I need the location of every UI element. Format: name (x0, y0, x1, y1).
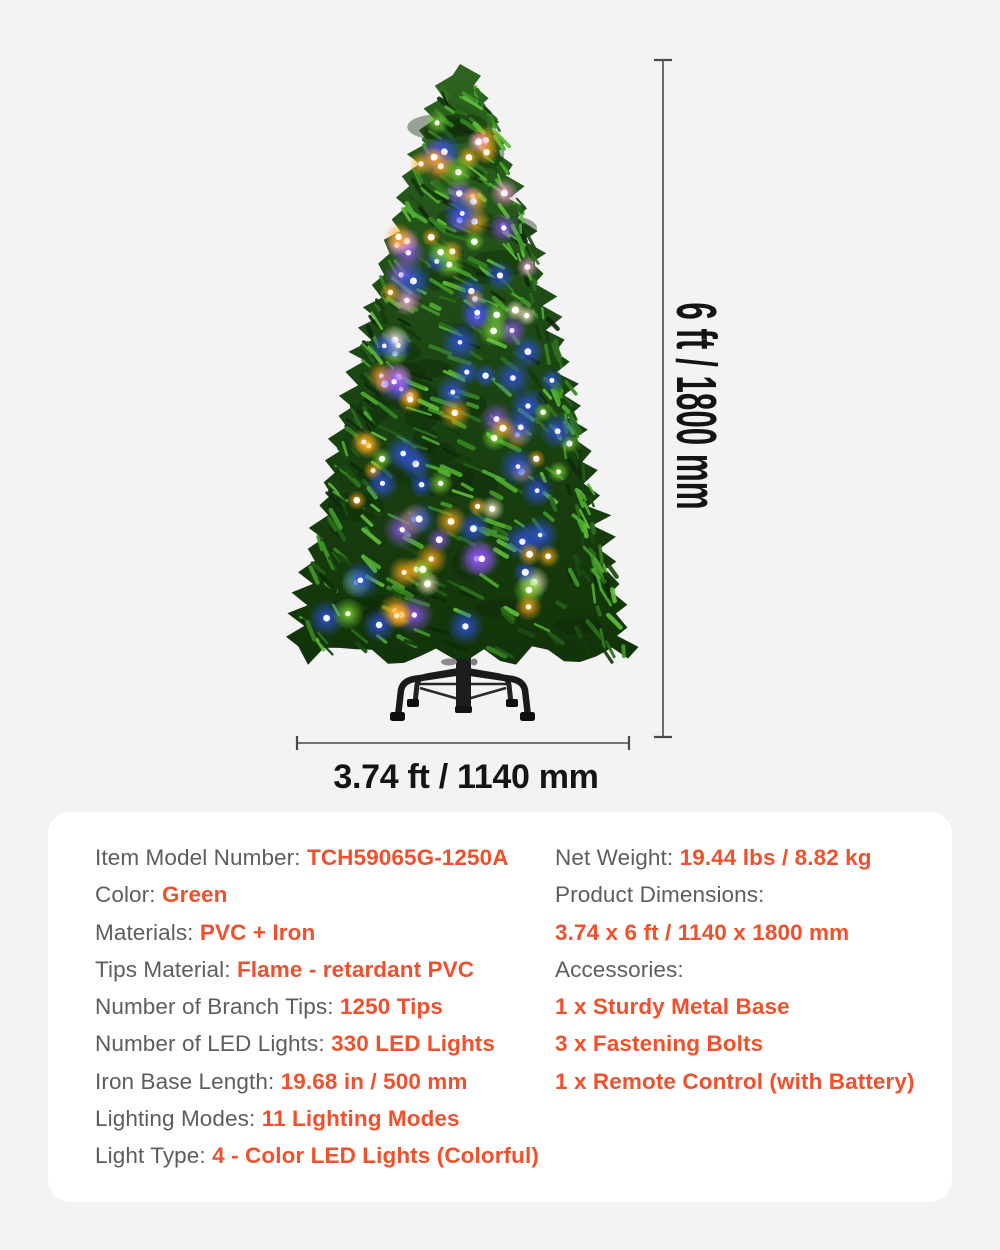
spec-row-accessory-base: 1 x Sturdy Metal Base (555, 988, 915, 1025)
spec-row-color: Color: Green (95, 876, 539, 913)
spec-value: Flame - retardant PVC (236, 956, 475, 982)
spec-value: 1 x Remote Control (with Battery) (555, 1068, 915, 1094)
spec-row-accessory-bolts: 3 x Fastening Bolts (555, 1025, 915, 1062)
spec-value: 3 x Fastening Bolts (555, 1031, 764, 1057)
spec-label: Number of Branch Tips: (95, 994, 340, 1020)
width-dimension-label: 3.74 ft / 1140 mm (333, 758, 598, 796)
spec-row-accessory-remote: 1 x Remote Control (with Battery) (555, 1063, 915, 1100)
spec-row-base-length: Iron Base Length: 19.68 in / 500 mm (95, 1063, 539, 1100)
spec-value: 1250 Tips (339, 994, 443, 1020)
spec-value: 11 Lighting Modes (261, 1106, 460, 1132)
spec-value: TCH59065G-1250A (306, 845, 509, 870)
spec-value: PVC + Iron (199, 919, 316, 945)
spec-label: Item Model Number: (95, 845, 307, 870)
width-dimension: 3.74 ft / 1140 mm (295, 736, 631, 796)
spec-value: 330 LED Lights (331, 1031, 495, 1057)
spec-value: 4 - Color LED Lights (Colorful) (212, 1143, 539, 1169)
spec-value: 1 x Sturdy Metal Base (555, 994, 790, 1020)
spec-label: Color: (95, 882, 162, 908)
spec-label: Accessories: (555, 956, 684, 982)
spec-row-materials: Materials: PVC + Iron (95, 914, 539, 951)
spec-label: Number of LED Lights: (95, 1031, 332, 1057)
spec-row-net-weight: Net Weight: 19.44 lbs / 8.82 kg (555, 839, 915, 876)
stand-foot-right (520, 712, 535, 721)
spec-label: Materials: (95, 919, 200, 945)
spec-panel: Item Model Number: TCH59065G-1250A Color… (48, 812, 952, 1202)
wing-bolt (441, 658, 457, 666)
spec-row-lighting-modes: Lighting Modes: 11 Lighting Modes (95, 1100, 539, 1137)
spec-value: 3.74 x 6 ft / 1140 x 1800 mm (555, 919, 850, 945)
spec-label: Net Weight: (555, 845, 680, 870)
spec-value: 19.68 in / 500 mm (280, 1068, 468, 1094)
spec-row-light-type: Light Type: 4 - Color LED Lights (Colorf… (95, 1137, 539, 1174)
height-dimension-label: 6 ft / 1800 mm (665, 302, 729, 509)
spec-value: 19.44 lbs / 8.82 kg (679, 845, 872, 870)
stand-front-leg-right (461, 668, 532, 720)
height-dimension: 6 ft / 1800 mm (654, 58, 729, 739)
spec-column-right: Net Weight: 19.44 lbs / 8.82 kg Product … (555, 839, 915, 1100)
spec-label: Iron Base Length: (95, 1068, 281, 1094)
spec-column-left: Item Model Number: TCH59065G-1250A Color… (95, 839, 539, 1175)
spec-row-led-count: Number of LED Lights: 330 LED Lights (95, 1025, 539, 1062)
stand-foot-left (390, 712, 405, 721)
spec-label: Product Dimensions: (555, 882, 765, 908)
spec-label: Lighting Modes: (95, 1106, 262, 1132)
spec-row-model: Item Model Number: TCH59065G-1250A (95, 839, 539, 876)
stand-pole (456, 650, 471, 712)
spec-row-dimensions-heading: Product Dimensions: (555, 876, 915, 913)
christmas-tree-illustration: 6 ft / 1800 mm 3.74 ft / 1140 mm (286, 58, 729, 796)
stand-brace-left (419, 686, 463, 702)
spec-label: Light Type: (95, 1143, 213, 1169)
tree-figure: 6 ft / 1800 mm 3.74 ft / 1140 mm (286, 58, 729, 796)
spec-row-accessories-heading: Accessories: (555, 951, 915, 988)
tree-led-lights (308, 110, 580, 646)
stand-front-leg-left (394, 668, 465, 720)
spec-row-branch-tips: Number of Branch Tips: 1250 Tips (95, 988, 539, 1025)
spec-row-dimensions-value: 3.74 x 6 ft / 1140 x 1800 mm (555, 914, 915, 951)
spec-value: Green (161, 882, 228, 908)
spec-label: Tips Material: (95, 956, 237, 982)
spec-row-tips-material: Tips Material: Flame - retardant PVC (95, 951, 539, 988)
